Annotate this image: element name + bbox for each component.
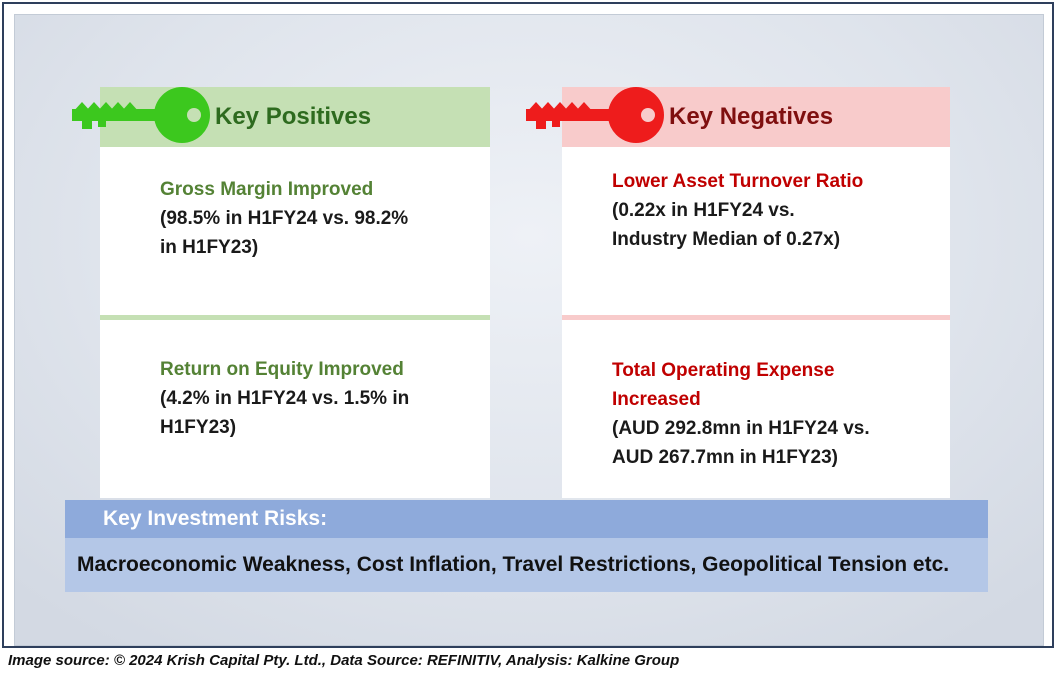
investment-risks-title: Key Investment Risks: — [103, 507, 328, 530]
negative-item-title-line: Increased — [612, 389, 701, 410]
negative-divider — [562, 315, 950, 320]
positive-divider — [100, 315, 490, 320]
negative-item-asset-turnover: Lower Asset Turnover Ratio (0.22x in H1F… — [562, 147, 950, 315]
negative-item-detail-line: (AUD 292.8mn in H1FY24 vs. — [612, 418, 870, 439]
positive-item-roe: Return on Equity Improved (4.2% in H1FY2… — [100, 320, 490, 498]
investment-risks-header: Key Investment Risks: — [65, 500, 988, 538]
key-negatives-title: Key Negatives — [669, 103, 834, 130]
positive-item-detail-line: in H1FY23) — [160, 237, 259, 258]
positive-item-title: Return on Equity Improved — [160, 359, 404, 380]
positive-item-detail-line: H1FY23) — [160, 417, 237, 438]
negative-item-detail-line: (0.22x in H1FY24 vs. — [612, 200, 795, 221]
positive-item-detail-line: (4.2% in H1FY24 vs. 1.5% in — [160, 388, 410, 409]
negative-item-operating-expense: Total Operating Expense Increased (AUD 2… — [562, 320, 950, 498]
negative-item-title-line: Total Operating Expense — [612, 360, 835, 381]
investment-risks-body: Macroeconomic Weakness, Cost Inflation, … — [65, 538, 988, 592]
image-source-caption: Image source: © 2024 Krish Capital Pty. … — [8, 652, 680, 669]
red-key-icon — [526, 87, 664, 143]
investment-risks-text: Macroeconomic Weakness, Cost Inflation, … — [77, 553, 950, 576]
positive-item-gross-margin: Gross Margin Improved (98.5% in H1FY24 v… — [100, 147, 490, 315]
negative-item-detail-line: Industry Median of 0.27x) — [612, 229, 841, 250]
key-positives-title: Key Positives — [215, 103, 372, 130]
negative-item-detail-line: AUD 267.7mn in H1FY23) — [612, 447, 838, 468]
green-key-icon — [72, 87, 210, 143]
positive-item-detail-line: (98.5% in H1FY24 vs. 98.2% — [160, 208, 409, 229]
positive-item-title: Gross Margin Improved — [160, 179, 374, 200]
negative-item-title: Lower Asset Turnover Ratio — [612, 171, 864, 192]
